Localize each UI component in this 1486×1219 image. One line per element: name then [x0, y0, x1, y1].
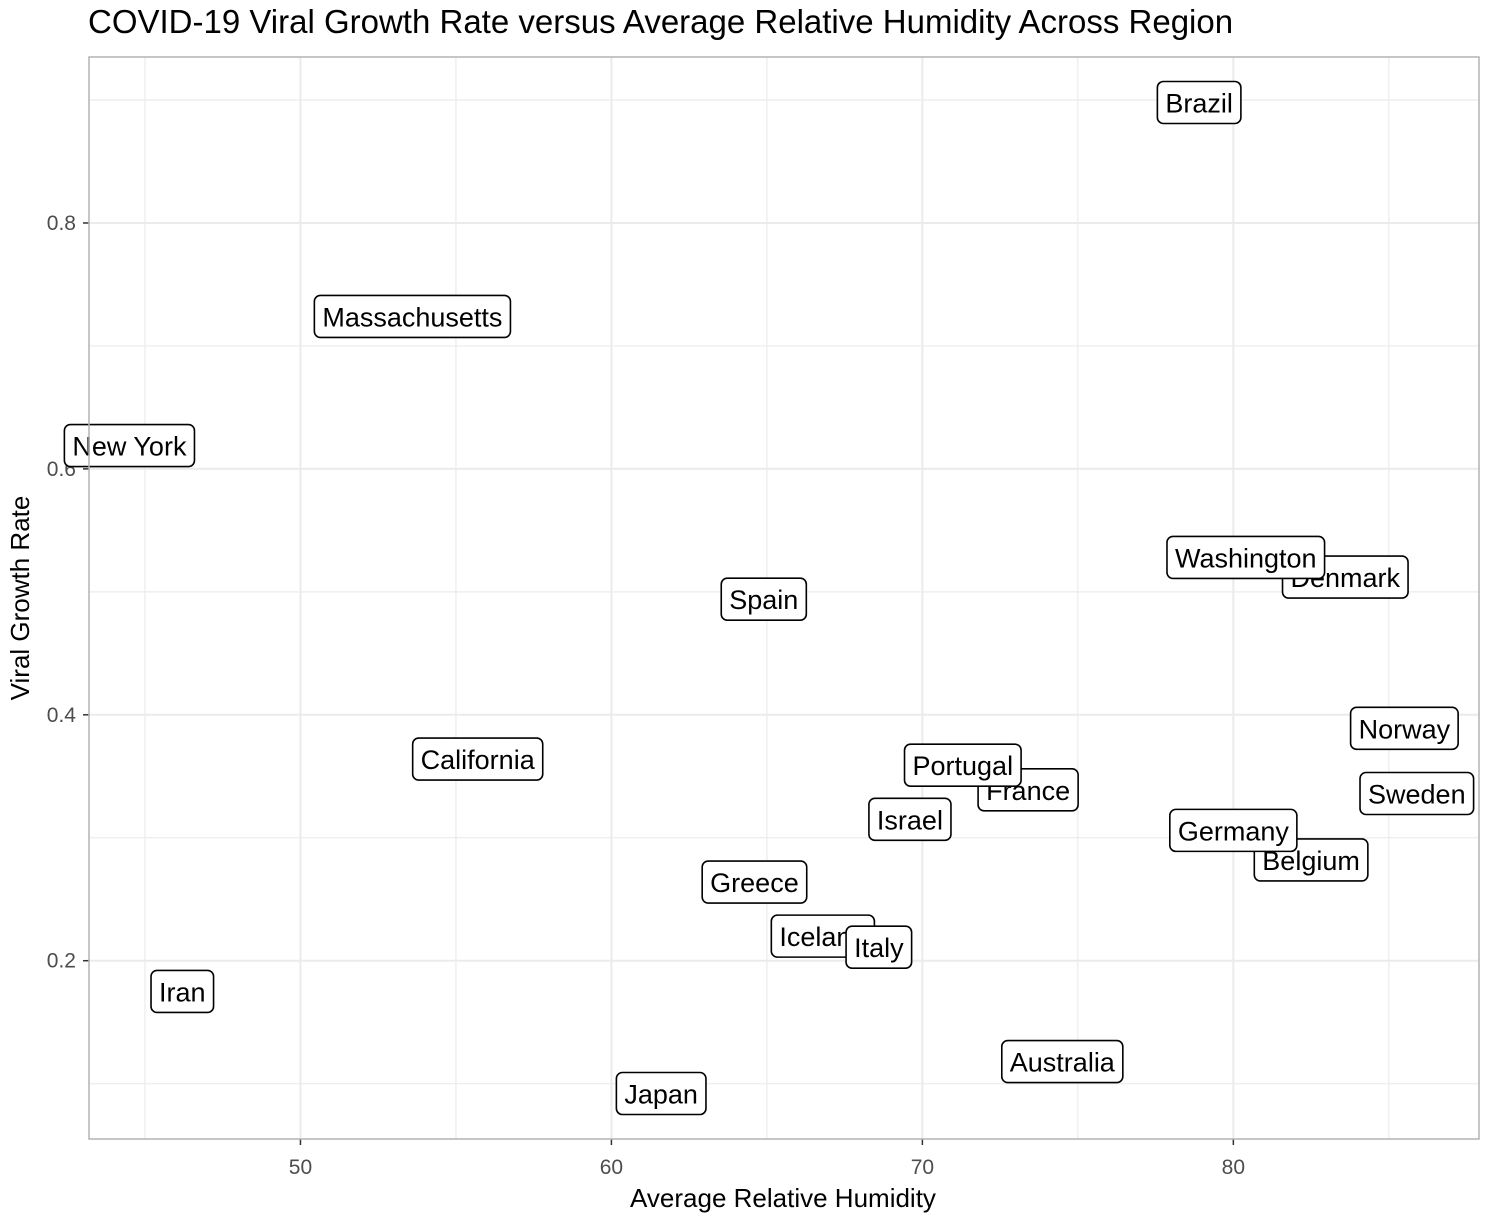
x-tick-label: 80	[1222, 1156, 1245, 1179]
panel-border	[88, 56, 1480, 1140]
point-label-box	[411, 737, 544, 781]
point-label-group: Italy	[845, 925, 913, 969]
point-label: Brazil	[1165, 88, 1233, 118]
point-label: Japan	[624, 1080, 698, 1110]
point-label-box	[701, 860, 808, 904]
point-label-box	[615, 1071, 707, 1116]
point-label-box	[313, 294, 512, 339]
point-label-box	[845, 925, 913, 969]
point-label: Iran	[159, 977, 206, 1007]
point-label-group: Brazil	[1156, 80, 1242, 125]
x-tick-label: 60	[600, 1156, 623, 1179]
point-label-box	[1156, 80, 1242, 125]
x-tick-label: 50	[289, 1156, 312, 1179]
point-label-group: Norway	[1349, 706, 1459, 751]
x-axis-title: Average Relative Humidity	[630, 1183, 936, 1213]
point-label: New York	[72, 432, 187, 462]
point-label: Germany	[1178, 816, 1290, 846]
point-label: Italy	[854, 933, 904, 963]
point-label: Massachusetts	[322, 302, 502, 332]
point-label: Sweden	[1368, 779, 1466, 809]
point-label-group: Israel	[868, 797, 952, 842]
point-label: California	[421, 745, 536, 775]
point-label-group: Iran	[150, 969, 215, 1014]
chart-title: COVID-19 Viral Growth Rate versus Averag…	[88, 3, 1233, 40]
point-label-group: California	[411, 737, 544, 781]
y-tick-label: 0.4	[47, 704, 77, 727]
point-label-group: Portugal	[903, 743, 1022, 788]
point-label: Greece	[710, 868, 799, 898]
point-label-box	[1166, 535, 1326, 580]
point-label-box	[1169, 808, 1298, 853]
point-label-group: New York	[63, 423, 196, 468]
point-label-box	[1000, 1039, 1124, 1084]
point-label-box	[720, 577, 808, 622]
point-label: Spain	[729, 585, 798, 615]
point-label-box	[150, 969, 215, 1014]
point-label-box	[903, 743, 1022, 788]
y-tick-label: 0.2	[47, 950, 76, 973]
point-label-group: Washington	[1166, 535, 1326, 580]
point-label: Israel	[877, 805, 943, 835]
point-label: Washington	[1175, 543, 1317, 573]
point-label-group: Greece	[701, 860, 808, 904]
point-label-box	[1359, 771, 1475, 816]
point-label-group: Japan	[615, 1071, 707, 1116]
point-label-group: Spain	[720, 577, 808, 622]
point-label: Norway	[1359, 714, 1451, 744]
grid-lines	[89, 57, 1479, 1139]
y-tick-label: 0.8	[47, 212, 76, 235]
point-label-box	[1349, 706, 1459, 751]
point-label-box	[868, 797, 952, 842]
point-label-group: Germany	[1169, 808, 1298, 853]
point-label: Portugal	[913, 751, 1014, 781]
point-label-group: Sweden	[1359, 771, 1475, 816]
point-label-box	[63, 423, 196, 468]
point-label: Australia	[1010, 1048, 1116, 1078]
point-label-group: Australia	[1000, 1039, 1124, 1084]
y-axis-title: Viral Growth Rate	[5, 496, 35, 701]
x-tick-label: 70	[911, 1156, 934, 1179]
point-label-group: Massachusetts	[313, 294, 512, 339]
